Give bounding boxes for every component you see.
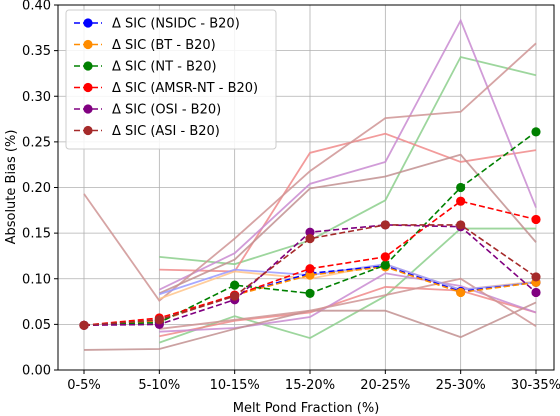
y-axis: 0.00 0.05 0.10 0.15 0.20 0.25 0.30 0.35 0.40 (22, 0, 58, 379)
x-tick-label: 20-25% (360, 378, 410, 393)
x-tick-label: 0-5% (67, 378, 101, 393)
legend-swatch-marker (83, 39, 93, 50)
background-line (83, 42, 537, 302)
legend-entry: Δ SIC (BT - B20) (74, 38, 216, 53)
legend-entry: Δ SIC (NT - B20) (74, 60, 217, 75)
data-point (531, 214, 541, 225)
legend-entry: Δ SIC (ASI - B20) (74, 124, 220, 139)
data-point (79, 320, 89, 330)
legend-label: Δ SIC (AMSR-NT - B20) (112, 81, 258, 96)
y-tick-label: 0.20 (22, 181, 51, 196)
legend-box (65, 9, 277, 150)
background-line (159, 55, 537, 266)
y-tick-label: 0.00 (22, 364, 51, 379)
data-point (154, 315, 164, 325)
y-tick-label: 0.05 (22, 318, 51, 333)
y-tick-label: 0.40 (22, 0, 51, 14)
data-point (230, 291, 240, 301)
data-point (305, 270, 315, 280)
data-point (531, 127, 541, 137)
y-tick-label: 0.10 (22, 272, 51, 287)
series-line (79, 220, 541, 330)
legend-swatch-marker (83, 82, 93, 93)
data-point (305, 234, 315, 244)
data-point (305, 288, 315, 298)
legend-swatch-marker (83, 61, 93, 71)
x-tick-label: 30-35% (511, 378, 560, 393)
legend-swatch-marker (83, 18, 93, 28)
x-tick-label: 10-15% (210, 378, 260, 393)
series-group (79, 127, 541, 330)
legend-entry: Δ SIC (AMSR-NT - B20) (74, 81, 258, 96)
data-point (380, 260, 390, 270)
data-point (531, 287, 541, 298)
background-line (158, 153, 537, 295)
data-point (531, 272, 541, 282)
legend-label: Δ SIC (NT - B20) (112, 60, 217, 75)
data-point (305, 227, 315, 237)
legend-label: Δ SIC (BT - B20) (112, 38, 216, 53)
background-line (158, 18, 537, 291)
data-point (456, 287, 466, 298)
x-tick-label: 25-30% (436, 378, 486, 393)
x-axis-label: Melt Pond Fraction (%) (233, 401, 380, 416)
legend-entry: Δ SIC (OSI - B20) (74, 103, 221, 118)
legend: Δ SIC (NSIDC - B20) Δ SIC (BT - B20) Δ SIC… (65, 9, 277, 150)
data-point (380, 252, 390, 262)
y-tick-label: 0.15 (22, 227, 51, 242)
legend-label: Δ SIC (ASI - B20) (112, 124, 220, 139)
legend-swatch-marker (83, 104, 93, 114)
data-point (456, 220, 466, 230)
y-tick-label: 0.25 (22, 135, 51, 150)
y-tick-label: 0.30 (22, 90, 51, 105)
legend-entry: Δ SIC (NSIDC - B20) (74, 17, 240, 32)
data-point (230, 280, 240, 290)
y-axis-label: Absolute Bias (%) (4, 130, 19, 245)
legend-label: Δ SIC (NSIDC - B20) (112, 17, 240, 32)
x-tick-label: 5-10% (138, 378, 180, 393)
data-point (305, 264, 315, 274)
legend-swatch-marker (83, 125, 93, 136)
x-axis: 0-5% 5-10% 10-15% 15-20% 20-25% 25-30% 30-35% (67, 370, 560, 393)
legend-label: Δ SIC (OSI - B20) (112, 103, 221, 118)
y-tick-label: 0.35 (22, 44, 51, 59)
x-tick-label: 15-20% (285, 378, 335, 393)
data-point (456, 182, 466, 193)
background-line (159, 132, 537, 273)
background-line (159, 277, 537, 330)
background-line (159, 286, 537, 338)
data-point (380, 220, 390, 230)
data-point (456, 196, 466, 206)
